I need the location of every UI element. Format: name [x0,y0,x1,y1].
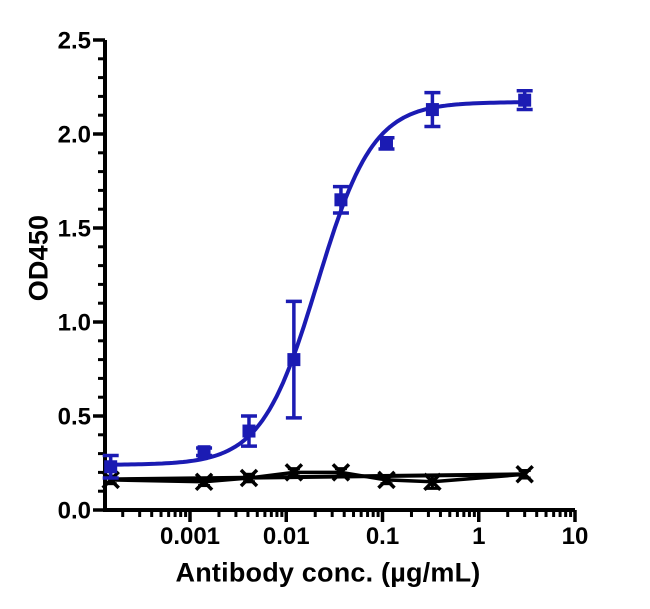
x-tick-label: 10 [562,523,589,550]
data-point-x-marker [194,472,214,492]
y-tick-label: 1.0 [58,310,91,337]
y-tick-label: 0.0 [58,498,91,525]
x-tick-label: 0.001 [160,523,220,550]
data-point-x-marker [331,463,351,482]
data-point-x-marker [284,463,304,482]
y-tick-label: 1.5 [58,216,91,243]
control-line [110,470,525,484]
data-point-x-marker [515,465,534,484]
data-point-x-marker [377,470,396,490]
control-fit-line [110,472,525,482]
y-tick-label: 0.5 [58,404,91,431]
data-point-square-marker [197,445,211,459]
data-point-square-marker [425,103,439,117]
y-tick-label: 2.0 [58,122,91,149]
fit-curve [110,100,525,467]
data-point-square-marker [334,193,348,207]
x-axis-title: Antibody conc. (µg/mL) [175,557,481,588]
y-tick-label: 2.5 [58,28,91,55]
x-tick-label: 0.1 [366,523,399,550]
data-point-square-marker [379,136,393,150]
data-point-square-marker [104,460,118,474]
data-point-x-marker [239,468,259,488]
data-point-x-marker [101,470,120,490]
y-axis-title: OD450 [23,214,54,302]
data-point-square-marker [518,93,532,107]
data-point-square-marker [287,353,301,367]
data-point-x-marker [423,472,442,492]
data-point-square-marker [242,424,256,438]
x-tick-label: 0.01 [263,523,310,550]
x-tick-label: 1 [472,523,485,550]
